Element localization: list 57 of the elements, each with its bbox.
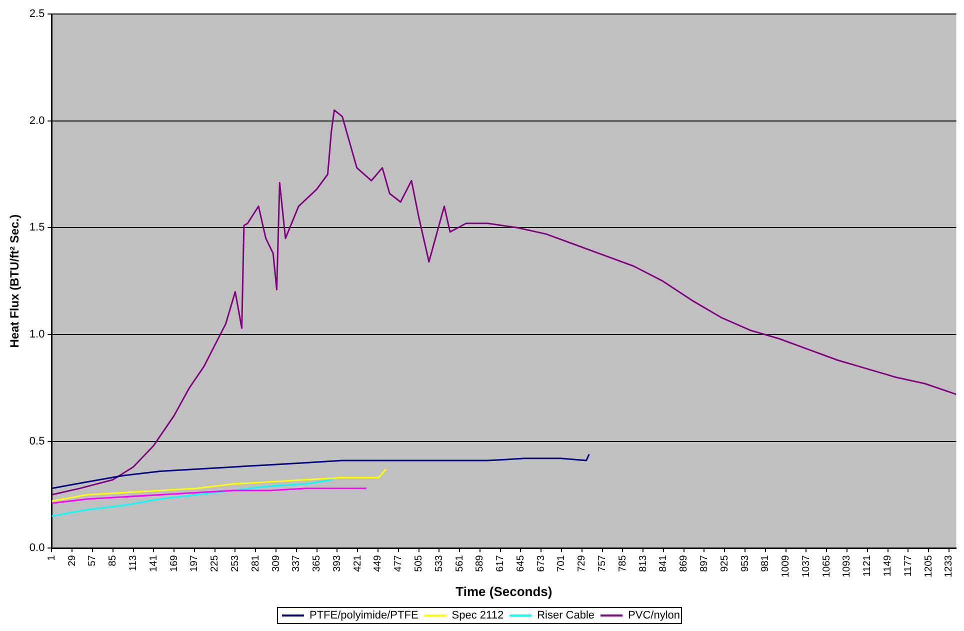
x-tick-label: 1009 xyxy=(780,554,792,578)
x-tick-label: 1149 xyxy=(882,554,894,577)
y-tick-label: 2.0 xyxy=(29,114,45,127)
x-tick-label: 141 xyxy=(148,554,160,572)
y-tick-label: 2.5 xyxy=(29,8,45,20)
x-tick-label: 225 xyxy=(210,554,221,572)
x-tick-label: 981 xyxy=(760,554,772,572)
x-tick-label: 85 xyxy=(108,554,119,566)
x-tick-label: 365 xyxy=(312,554,323,572)
x-tick-label: 617 xyxy=(495,554,506,572)
x-tick-label: 113 xyxy=(128,554,140,572)
legend-label: Spec 2112 xyxy=(452,610,504,622)
x-tick-label: 953 xyxy=(740,554,751,572)
y-tick-label: 1.0 xyxy=(29,328,45,341)
y-tick-label: 1.5 xyxy=(29,222,45,234)
x-tick-label: 757 xyxy=(597,554,608,572)
x-tick-label: 729 xyxy=(576,554,588,572)
x-tick-label: 869 xyxy=(678,554,690,572)
x-tick-label: 645 xyxy=(515,554,526,572)
x-tick-label: 421 xyxy=(352,554,364,572)
x-tick-label: 477 xyxy=(393,554,404,572)
x-tick-label: 449 xyxy=(372,554,384,572)
x-tick-label: 1121 xyxy=(862,554,874,577)
x-tick-label: 701 xyxy=(556,554,568,572)
legend-label: PVC/nylon xyxy=(628,610,680,622)
x-tick-label: 589 xyxy=(474,554,486,572)
x-tick-label: 533 xyxy=(434,554,445,572)
x-tick-label: 169 xyxy=(168,554,180,572)
x-axis-title: Time (Seconds) xyxy=(456,584,552,599)
x-tick-label: 841 xyxy=(658,554,670,572)
legend-label: Riser Cable xyxy=(537,610,595,622)
x-tick-label: 1037 xyxy=(800,554,812,578)
y-tick-label: 0.5 xyxy=(29,435,45,448)
x-tick-label: 813 xyxy=(638,554,649,572)
x-tick-label: 1065 xyxy=(821,554,832,578)
x-tick-label: 197 xyxy=(189,554,200,572)
x-tick-label: 1205 xyxy=(923,554,934,578)
x-tick-label: 785 xyxy=(617,554,628,572)
x-tick-label: 337 xyxy=(291,554,302,572)
x-tick-label: 1093 xyxy=(842,554,853,578)
x-tick-label: 309 xyxy=(270,554,282,572)
x-tick-label: 57 xyxy=(87,554,98,566)
x-tick-label: 925 xyxy=(719,554,730,572)
x-tick-label: 1177 xyxy=(902,554,914,577)
x-tick-label: 1 xyxy=(46,554,58,561)
x-tick-label: 281 xyxy=(250,554,262,572)
x-tick-label: 253 xyxy=(230,554,241,572)
x-tick-label: 561 xyxy=(454,554,466,572)
y-axis-title: Heat Flux (BTU/ft² Sec.) xyxy=(8,214,22,348)
x-tick-label: 897 xyxy=(698,554,710,572)
y-tick-label: 0.0 xyxy=(29,542,45,554)
x-tick-label: 393 xyxy=(332,554,343,572)
x-tick-label: 29 xyxy=(66,554,78,566)
x-tick-label: 673 xyxy=(536,554,547,572)
legend-label: PTFE/polyimide/PTFE xyxy=(309,610,418,622)
x-tick-label: 1233 xyxy=(944,554,955,578)
x-tick-label: 505 xyxy=(414,554,425,572)
